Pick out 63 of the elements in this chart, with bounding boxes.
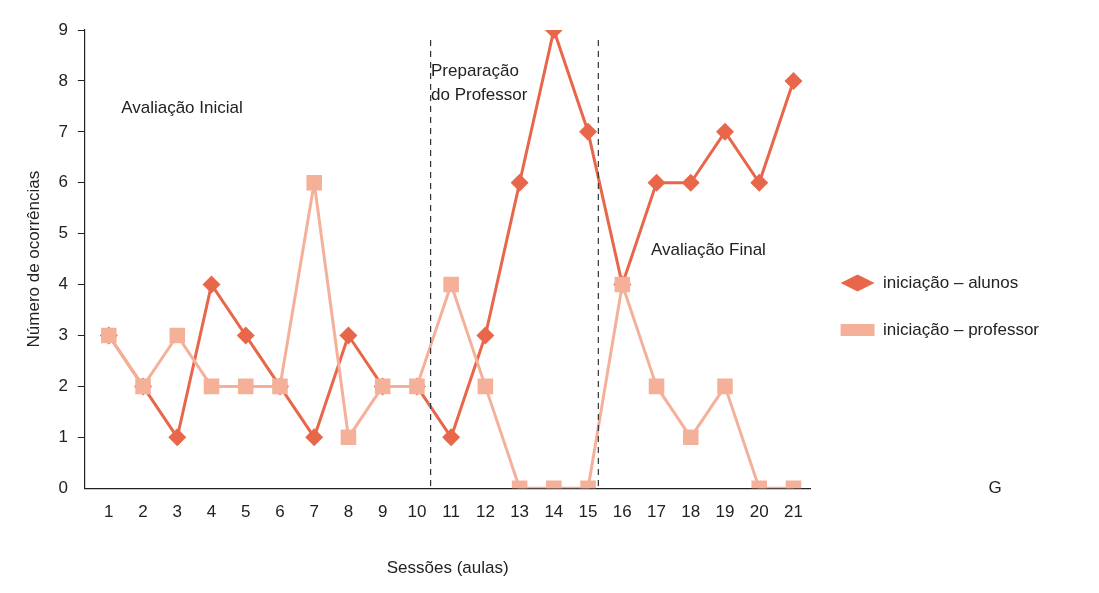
point xyxy=(716,122,735,141)
y-axis-title: Número de ocorrências xyxy=(23,170,43,348)
x-tick-label: 5 xyxy=(241,502,251,522)
x-tick-label: 19 xyxy=(715,502,735,522)
point xyxy=(443,276,459,293)
x-tick-label: 15 xyxy=(578,502,598,522)
x-tick-label: 7 xyxy=(309,502,319,522)
y-tick-label: 9 xyxy=(58,19,68,39)
y-tick-label: 5 xyxy=(58,223,68,243)
annotation: Avaliação Inicial xyxy=(121,97,243,117)
point xyxy=(340,429,357,446)
x-tick-label: 1 xyxy=(104,502,114,522)
annotation: Avaliação Final xyxy=(650,239,766,259)
x-tick-label: 10 xyxy=(407,502,427,522)
point xyxy=(305,428,324,447)
y-tick-label: 4 xyxy=(58,274,68,294)
x-tick-label: 20 xyxy=(749,502,769,522)
point xyxy=(169,327,186,344)
y-tick-label: 7 xyxy=(58,121,68,141)
x-tick-label: 11 xyxy=(442,502,460,522)
point xyxy=(236,326,255,345)
x-tick-label: 4 xyxy=(206,502,217,522)
x-tick-label: 2 xyxy=(138,502,148,522)
y-tick-label: 6 xyxy=(58,172,68,192)
point xyxy=(717,378,733,395)
point xyxy=(750,173,769,192)
x-tick-label: 17 xyxy=(647,502,666,522)
y-tick-label: 0 xyxy=(58,477,68,497)
x-tick-label: 18 xyxy=(681,502,701,522)
point xyxy=(339,326,358,345)
x-tick-label: 8 xyxy=(343,502,354,522)
point xyxy=(306,174,322,191)
x-tick-label: 16 xyxy=(612,502,632,522)
x-tick-label: 14 xyxy=(544,502,564,522)
point xyxy=(682,429,699,446)
y-tick-label: 2 xyxy=(58,376,68,396)
y-tick-label: 1 xyxy=(58,426,68,446)
x-tick-label: 3 xyxy=(172,502,183,522)
point xyxy=(442,428,461,447)
text: G xyxy=(988,477,1002,497)
x-tick-label: 6 xyxy=(275,502,285,522)
x-axis-title: Sessões (aulas) xyxy=(386,558,509,578)
legend-label: iniciação – professor xyxy=(883,319,1040,339)
point xyxy=(681,173,700,192)
point xyxy=(477,378,494,395)
point xyxy=(579,122,598,141)
point xyxy=(476,326,495,345)
x-tick-label: 13 xyxy=(510,502,530,522)
x-tick-label: 21 xyxy=(784,502,803,522)
point xyxy=(647,173,666,192)
point xyxy=(648,378,665,395)
point xyxy=(784,71,803,90)
point xyxy=(202,275,221,294)
x-tick-label: 12 xyxy=(475,502,495,522)
point xyxy=(510,173,529,192)
y-tick-label: 3 xyxy=(58,325,68,345)
annotation: Preparação do Professor xyxy=(431,60,528,104)
legend-label: iniciação – alunos xyxy=(883,272,1019,292)
y-tick-label: 8 xyxy=(58,70,68,90)
point xyxy=(203,378,220,395)
point xyxy=(168,428,187,447)
x-tick-label: 9 xyxy=(377,502,388,522)
point xyxy=(237,378,254,395)
